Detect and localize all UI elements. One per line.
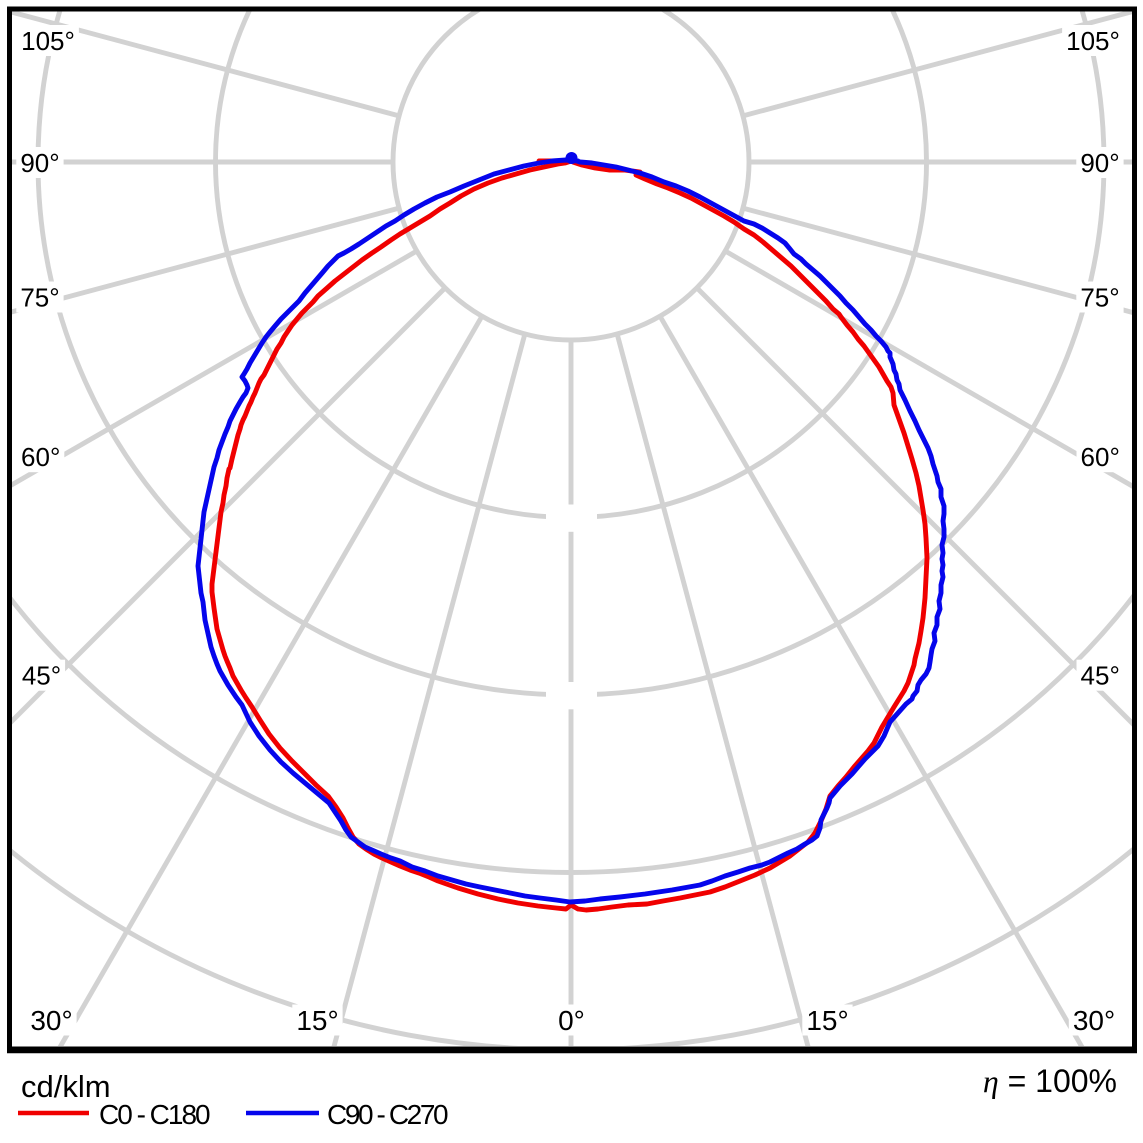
svg-text:60°: 60° (1081, 442, 1120, 472)
svg-text:cd/klm: cd/klm (21, 1069, 111, 1104)
svg-text:C90 - C270: C90 - C270 (327, 1099, 448, 1130)
svg-text:105°: 105° (1066, 26, 1120, 56)
svg-text:75°: 75° (1080, 282, 1119, 312)
svg-text:90°: 90° (20, 148, 59, 178)
svg-text:15°: 15° (806, 1005, 848, 1036)
svg-text:60°: 60° (21, 442, 60, 472)
svg-text:C0 - C180: C0 - C180 (99, 1099, 210, 1130)
svg-text:45°: 45° (1081, 661, 1120, 691)
svg-text:105°: 105° (21, 26, 75, 56)
svg-text:75°: 75° (20, 282, 59, 312)
svg-text:η = 100%: η = 100% (983, 1063, 1117, 1099)
svg-text:30°: 30° (30, 1005, 72, 1036)
svg-text:0°: 0° (558, 1005, 585, 1036)
svg-text:30°: 30° (1073, 1005, 1115, 1036)
svg-text:15°: 15° (296, 1005, 338, 1036)
svg-text:45°: 45° (22, 661, 61, 691)
svg-text:90°: 90° (1080, 148, 1119, 178)
